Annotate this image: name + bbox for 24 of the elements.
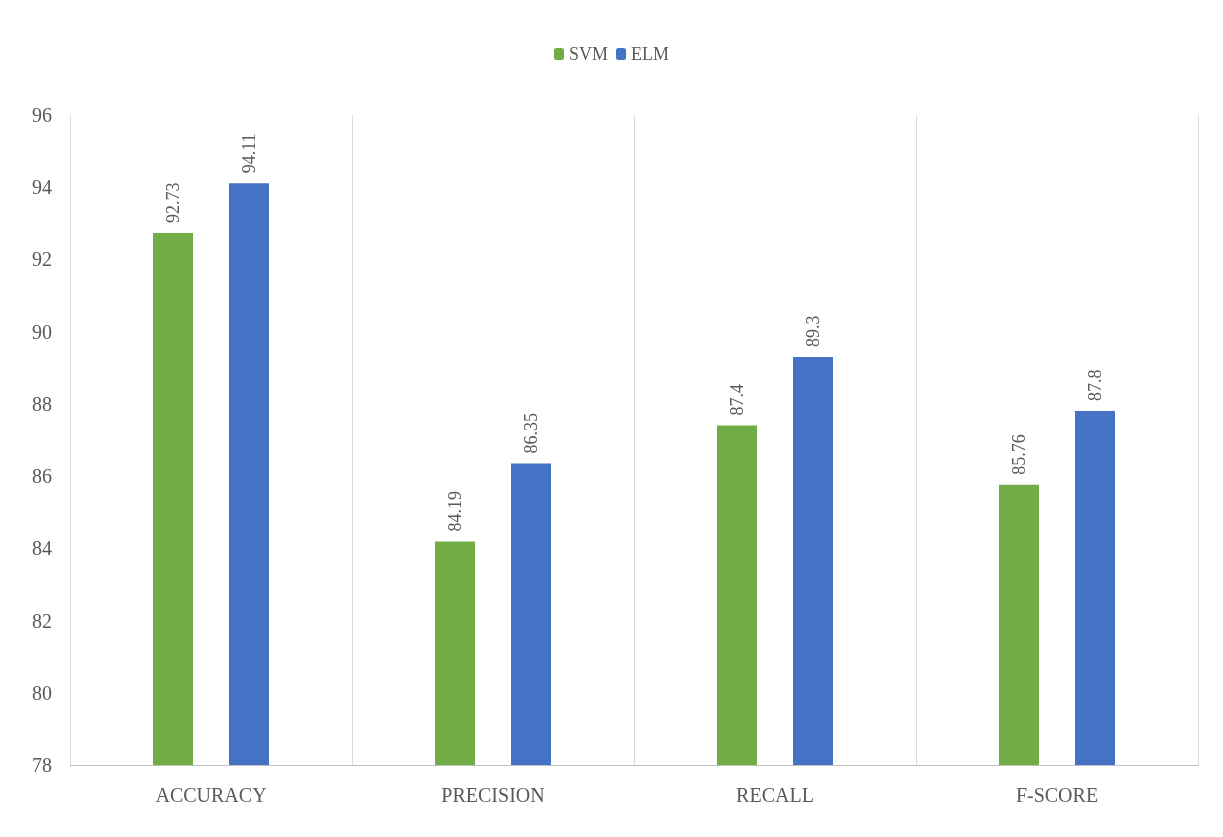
y-tick-label: 88 [32, 392, 52, 415]
data-label: 84.19 [445, 490, 465, 532]
data-label: 89.3 [803, 315, 823, 347]
y-tick-label: 84 [32, 537, 52, 560]
x-tick-label: ACCURACY [155, 784, 267, 806]
y-tick-label: 80 [32, 681, 52, 704]
y-tick-label: 90 [32, 320, 52, 343]
data-label: 86.35 [521, 412, 541, 454]
y-tick-label: 86 [32, 465, 52, 488]
data-label: 87.8 [1085, 369, 1105, 402]
data-label: 92.73 [163, 182, 183, 224]
x-tick-label: F-SCORE [1015, 784, 1099, 806]
y-tick-label: 82 [32, 609, 52, 632]
y-tick-label: 94 [32, 176, 52, 199]
x-tick-label: RECALL [736, 784, 814, 806]
x-tick-label: PRECISION [441, 784, 545, 806]
legend-label: ELM [631, 44, 670, 64]
data-label: 87.4 [727, 384, 747, 416]
y-tick-label: 92 [32, 248, 52, 271]
y-tick-label: 78 [32, 754, 52, 776]
legend-label: SVM [569, 44, 609, 64]
y-tick-label: 96 [32, 104, 52, 126]
data-label: 94.11 [239, 133, 259, 174]
data-label: 85.76 [1009, 434, 1029, 475]
